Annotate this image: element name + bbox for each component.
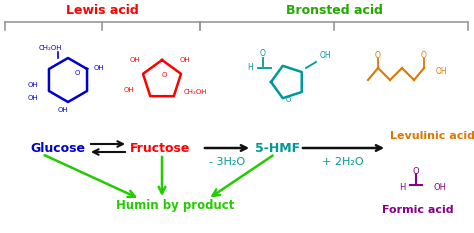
- Text: Bronsted acid: Bronsted acid: [285, 3, 383, 17]
- Text: O: O: [375, 51, 381, 61]
- Text: Levulinic acid: Levulinic acid: [390, 131, 474, 141]
- Text: Humin by product: Humin by product: [116, 199, 234, 212]
- Text: OH: OH: [434, 182, 447, 192]
- Text: O: O: [421, 51, 427, 61]
- Text: OH: OH: [27, 95, 38, 101]
- Text: OH: OH: [320, 51, 332, 61]
- Text: O: O: [260, 49, 266, 58]
- Text: Formic acid: Formic acid: [382, 205, 454, 215]
- Text: OH: OH: [129, 57, 140, 63]
- Text: Glucose: Glucose: [30, 141, 85, 154]
- Text: OH: OH: [58, 107, 68, 113]
- Text: 5-HMF: 5-HMF: [255, 141, 300, 154]
- Text: H: H: [399, 182, 405, 192]
- Text: Lewis acid: Lewis acid: [65, 3, 138, 17]
- Text: OH: OH: [436, 68, 447, 76]
- Text: OH: OH: [123, 87, 134, 93]
- Text: O: O: [74, 70, 80, 76]
- Text: H: H: [247, 62, 253, 72]
- Text: Fructose: Fructose: [130, 141, 191, 154]
- Text: O: O: [285, 97, 291, 103]
- Text: OH: OH: [94, 65, 105, 71]
- Text: CH₂OH: CH₂OH: [38, 45, 62, 51]
- Text: OH: OH: [27, 82, 38, 88]
- Text: CH₂OH: CH₂OH: [184, 89, 208, 95]
- Text: - 3H₂O: - 3H₂O: [209, 157, 245, 167]
- Text: OH: OH: [180, 57, 191, 63]
- Text: + 2H₂O: + 2H₂O: [322, 157, 364, 167]
- Text: O: O: [413, 167, 419, 175]
- Text: O: O: [161, 72, 167, 78]
